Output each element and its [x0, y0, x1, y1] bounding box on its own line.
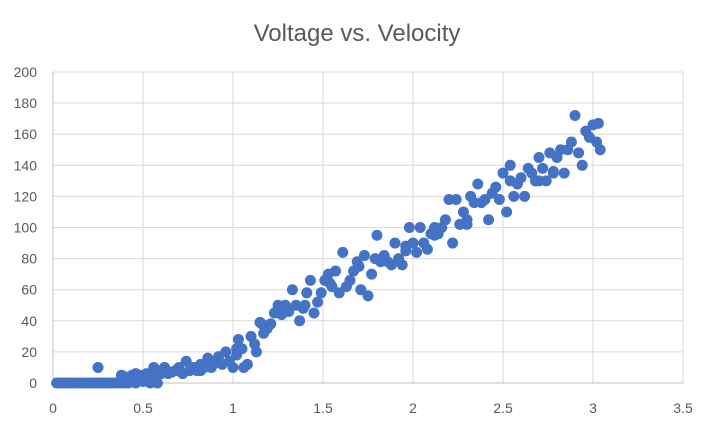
x-tick-label: 2	[409, 400, 417, 416]
data-point	[299, 299, 311, 311]
data-point	[411, 246, 423, 258]
data-point	[501, 206, 513, 218]
data-point	[421, 243, 433, 255]
data-point	[461, 218, 473, 230]
data-point	[213, 355, 225, 367]
y-tick-label: 20	[21, 344, 37, 360]
data-point	[533, 152, 545, 164]
data-point	[353, 260, 365, 272]
data-point	[231, 343, 243, 355]
y-tick-label: 100	[14, 220, 38, 236]
data-point	[565, 136, 577, 148]
data-point	[330, 265, 342, 277]
data-point	[195, 365, 207, 377]
data-point	[592, 117, 604, 129]
data-point	[447, 237, 459, 249]
x-tick-label: 3.5	[673, 400, 693, 416]
data-point	[227, 361, 239, 373]
y-tick-label: 60	[21, 282, 37, 298]
data-point	[232, 333, 244, 345]
data-point	[396, 259, 408, 271]
data-point	[333, 287, 345, 299]
gridlines	[53, 71, 684, 383]
data-point	[92, 361, 104, 373]
data-point	[479, 194, 491, 206]
data-point	[324, 277, 336, 289]
data-point	[241, 358, 253, 370]
data-point	[286, 284, 298, 296]
data-point	[315, 287, 327, 299]
data-point	[519, 190, 531, 202]
y-tick-label: 80	[21, 251, 37, 267]
data-point	[304, 274, 316, 286]
data-point	[366, 268, 378, 280]
data-point	[294, 315, 306, 327]
data-point	[256, 318, 268, 330]
data-point	[569, 110, 581, 122]
y-tick-label: 200	[14, 64, 38, 80]
y-tick-label: 0	[29, 375, 37, 391]
data-point	[515, 172, 527, 184]
data-point	[472, 178, 484, 190]
data-point	[504, 159, 516, 171]
data-point	[533, 175, 545, 187]
data-point	[497, 167, 509, 179]
x-tick-label: 3	[589, 400, 597, 416]
data-point	[385, 259, 397, 271]
data-point	[450, 194, 462, 206]
data-point	[337, 246, 349, 258]
chart-title: Voltage vs. Velocity	[254, 20, 461, 47]
y-tick-label: 120	[14, 188, 38, 204]
data-point	[483, 214, 495, 226]
data-point	[220, 346, 232, 358]
y-tick-label: 160	[14, 126, 38, 142]
y-tick-label: 40	[21, 313, 37, 329]
data-point	[362, 290, 374, 302]
data-point	[312, 296, 324, 308]
data-point	[371, 229, 383, 241]
data-point	[180, 355, 192, 367]
data-point	[594, 144, 606, 156]
data-point	[389, 237, 401, 249]
data-point	[537, 162, 549, 174]
y-tick-label: 140	[14, 157, 38, 173]
data-point	[277, 302, 289, 314]
x-tick-label: 1.5	[313, 400, 333, 416]
data-point	[403, 222, 415, 233]
data-point	[344, 274, 356, 286]
data-point	[265, 318, 277, 330]
data-point	[547, 167, 559, 179]
data-point	[508, 190, 520, 202]
tick-labels: 0 0.5 1 1.5 2 2.5 3 3.5 0 20 40 60 80 100 120 140 160 180…	[14, 64, 693, 416]
x-tick-label: 2.5	[493, 400, 513, 416]
data-point	[493, 194, 505, 206]
data-point	[358, 249, 370, 261]
data-point	[429, 229, 441, 241]
data-point	[439, 214, 451, 226]
data-point	[504, 175, 516, 187]
data-points	[51, 110, 606, 389]
data-point	[414, 222, 426, 233]
data-point	[250, 346, 262, 358]
data-point	[576, 159, 588, 171]
data-point	[355, 284, 367, 296]
x-tick-label: 1	[229, 400, 237, 416]
x-tick-label: 0	[49, 400, 57, 416]
data-point	[308, 307, 320, 319]
y-tick-label: 180	[14, 95, 38, 111]
data-point	[301, 287, 313, 299]
data-point	[490, 181, 502, 193]
x-tick-label: 0.5	[133, 400, 153, 416]
data-point	[558, 167, 570, 179]
data-point	[400, 240, 412, 252]
data-point	[573, 147, 585, 159]
